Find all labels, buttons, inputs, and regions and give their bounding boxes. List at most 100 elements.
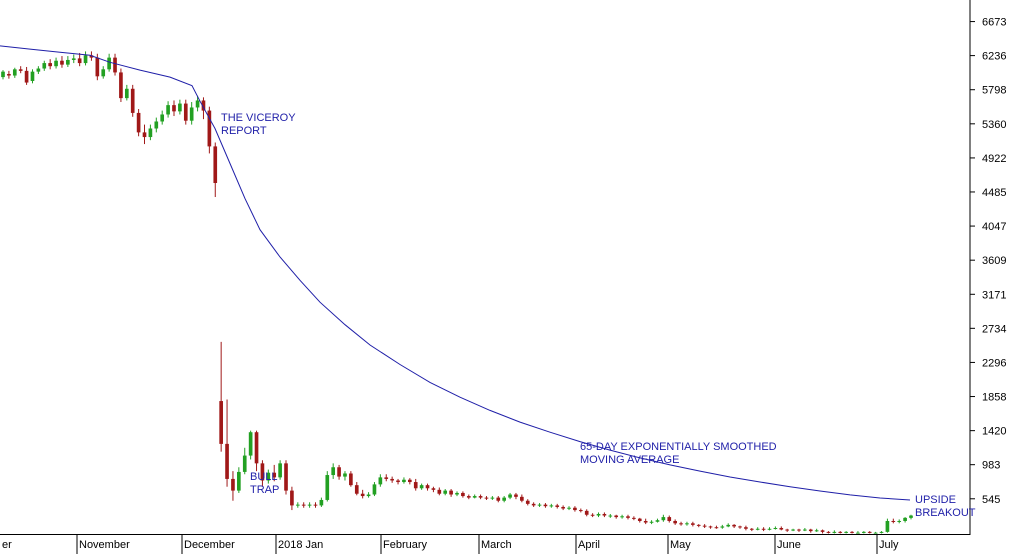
candle-body [785,529,790,531]
candle-body [490,497,495,499]
y-tick-label: 6236 [982,51,1006,63]
annotation-ema: 65-DAY EXPONENTIALLY SMOOTHED MOVING AVER… [580,441,777,466]
candle-body [567,507,571,509]
candle-body [738,526,742,528]
y-tick-label: 4922 [982,153,1006,165]
y-tick-label: 2296 [982,357,1006,369]
candle-body [449,490,453,495]
candle-body [248,432,253,456]
candle-body [307,504,312,506]
candle-body [107,57,111,70]
candle-body [744,527,748,529]
candle-body [767,528,772,530]
candle-body [260,463,265,481]
candle-body [124,88,129,99]
candle-body [7,73,11,76]
candle-body [295,504,300,506]
x-tick-label: December [184,539,235,551]
candle-body [844,531,848,533]
candle-body [183,103,188,121]
x-tick-label: March [481,539,512,551]
candle-body [643,520,648,523]
candle-body [814,530,819,532]
candle-body [431,488,436,490]
x-tick-label: 2018 Jan [278,539,323,551]
candle-body [773,527,778,529]
y-tick-label: 5798 [982,85,1006,97]
x-tick-label: June [777,539,801,551]
candle-body [443,490,448,494]
candle-body [508,494,512,498]
candle-body [437,489,442,494]
candle-body [691,523,695,525]
candle-body [602,513,607,516]
annotations: THE VICEROY REPORT BULL TRAP 65-DAY EXPONE… [221,112,976,519]
candle-body [89,55,94,58]
candle-body [219,401,223,444]
candle-body [331,467,336,476]
annotation-upside-breakout: UPSIDE BREAKOUT [915,494,976,519]
candle-body [290,490,294,506]
candle-body [178,103,182,112]
y-tick-label: 1858 [982,392,1006,404]
candle-body [95,57,100,77]
candle-body [862,531,866,533]
annotation-line: UPSIDE [915,494,956,506]
candle-body [71,58,76,60]
candle-body [714,527,719,529]
candle-body [466,496,471,498]
candle-body [402,479,406,483]
annotation-line: 65-DAY EXPONENTIALLY SMOOTHED [580,441,777,453]
candle-body [573,507,577,511]
candle-body [83,55,88,64]
candle-body [755,528,760,530]
candle-body [679,523,683,525]
candle-body [272,472,277,478]
candle-body [903,517,907,521]
annotation-line: THE VICEROY [221,112,296,124]
candle-body [472,496,477,498]
x-tick-label: April [578,539,600,551]
candle-body [708,526,713,528]
candle-body [36,68,41,72]
candle-body [54,60,58,67]
candle-body [237,471,241,491]
candle-body [685,523,689,525]
candle-body [242,455,247,472]
candle-body [425,485,430,489]
candlestick-series [1,51,913,534]
candle-body [254,432,259,464]
candle-body [48,63,52,67]
y-tick-label: 5360 [982,119,1006,131]
candle-body [537,504,542,506]
candle-body [850,531,854,533]
y-tick-label: 3609 [982,255,1006,267]
annotation-bull-trap: BULL TRAP [250,471,279,496]
candle-body [408,479,412,483]
candle-body [207,110,212,147]
candle-body [543,504,548,507]
annotation-line: BULL [250,471,278,483]
candle-body [77,58,82,64]
candle-body [614,515,619,518]
candle-body [596,513,601,516]
candle-body [301,504,306,506]
candle-body [555,505,560,507]
candle-body [195,100,200,108]
candle-body [378,477,383,485]
candle-body [349,473,353,486]
candle-body [590,514,595,516]
candle-body [726,524,731,527]
annotation-line: BREAKOUT [915,507,976,519]
candle-body [366,494,371,497]
candle-body [561,506,565,509]
annotation-viceroy: THE VICEROY REPORT [221,112,296,137]
candle-body [879,531,884,533]
candle-body [213,146,218,184]
candle-body [803,529,807,531]
candle-body [396,480,400,483]
candle-body [484,497,489,499]
candle-body [478,496,483,498]
candle-body [496,497,501,501]
